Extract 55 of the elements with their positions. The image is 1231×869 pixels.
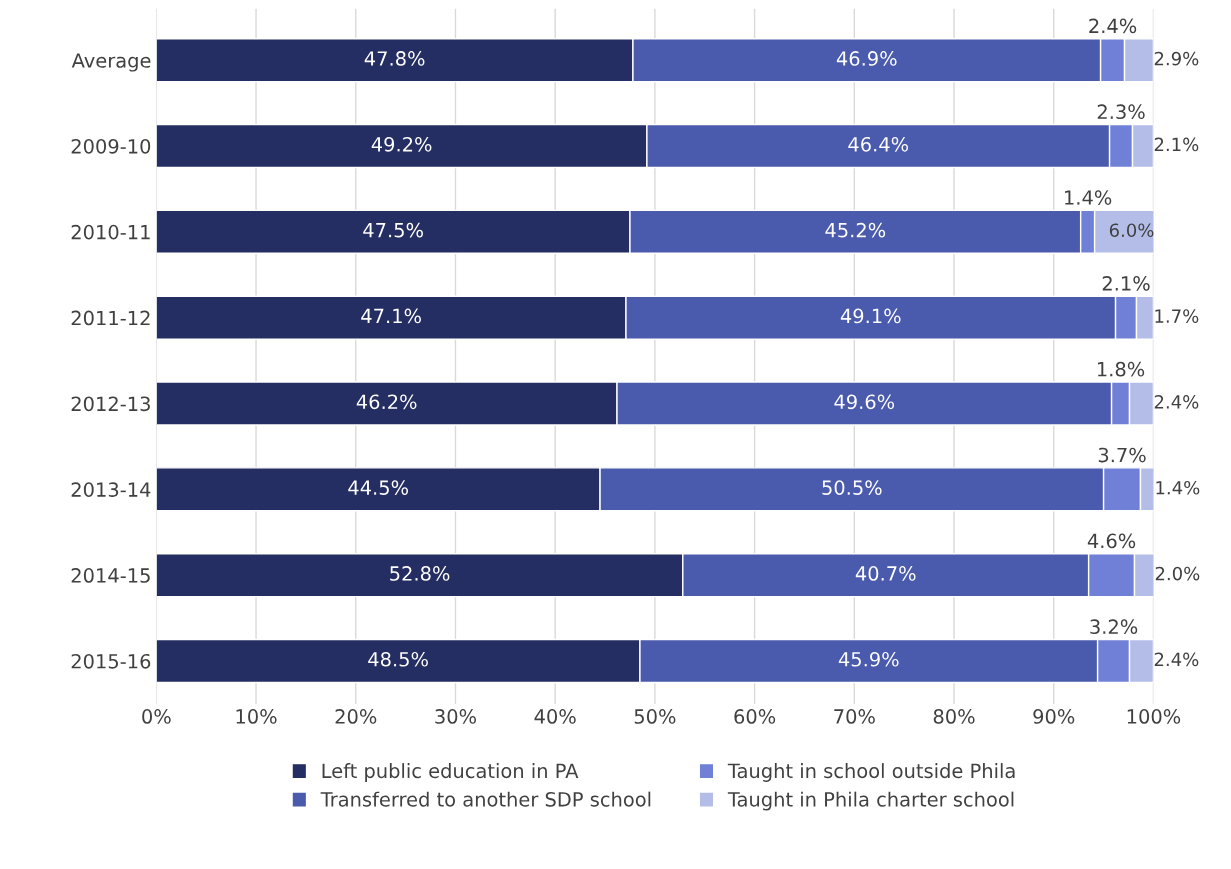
y-tick-label: 2009-10 [71, 138, 151, 154]
data-label: 52.8% [390, 566, 450, 581]
data-label: 1.8% [1097, 361, 1145, 377]
y-tick-label: 2014-15 [71, 568, 150, 583]
x-tick-label: 60% [734, 709, 776, 724]
y-tick-label: 2010-11 [71, 224, 150, 240]
data-label: 1.4% [1065, 190, 1112, 205]
x-tick-label: 80% [933, 709, 975, 724]
data-label: 3.7% [1098, 447, 1146, 463]
data-label: 3.2% [1090, 619, 1138, 635]
legend-label: Taught in school outside Phila [727, 763, 1015, 782]
x-tick-label: 50% [634, 709, 676, 724]
data-label: 2.4% [1089, 18, 1137, 34]
x-tick-label: 90% [1033, 709, 1075, 724]
data-label: 2.9% [1154, 51, 1199, 66]
x-tick-label: 20% [335, 709, 377, 724]
data-label: 2.1% [1102, 276, 1150, 291]
y-tick-label: Average [71, 53, 151, 72]
x-tick-label: 0% [142, 709, 171, 724]
data-label: 6.0% [1109, 223, 1154, 238]
data-label: 2.4% [1154, 652, 1199, 667]
legend-label: Transferred to another SDP school [320, 791, 651, 807]
data-label: 40.7% [855, 566, 916, 581]
data-label: 2.3% [1097, 104, 1145, 120]
x-tick-label: 10% [236, 709, 277, 724]
y-tick-label: 2015-16 [71, 653, 151, 669]
x-tick-label: 70% [834, 709, 875, 724]
legend-label: Left public education in PA [322, 763, 579, 782]
data-label: 2.4% [1154, 395, 1199, 409]
y-tick-label: 2011-12 [71, 310, 150, 326]
data-label: 50.5% [822, 480, 882, 495]
data-label: 47.5% [363, 222, 423, 238]
legend-label: Taught in Phila charter school [727, 791, 1014, 811]
data-label: 48.5% [368, 651, 428, 667]
y-tick-label: 2013-14 [71, 482, 151, 497]
data-label: 45.2% [825, 222, 886, 238]
data-label: 46.4% [848, 136, 909, 152]
data-label: 49.2% [371, 136, 432, 152]
data-label: 46.9% [836, 51, 897, 66]
data-label: 49.6% [834, 394, 895, 410]
x-tick-label: 30% [435, 709, 477, 724]
y-tick-label: 2012-13 [71, 396, 150, 412]
x-tick-label: 100% [1127, 709, 1181, 724]
data-label: 2.1% [1154, 137, 1199, 152]
data-label: 45.9% [838, 651, 899, 667]
data-label: 46.2% [356, 394, 417, 410]
data-label: 49.1% [840, 308, 901, 324]
data-label: 1.4% [1156, 480, 1200, 495]
x-tick-label: 40% [534, 709, 576, 724]
data-label: 4.6% [1087, 533, 1136, 549]
data-label: 1.7% [1155, 309, 1199, 323]
data-label: 47.8% [364, 51, 425, 66]
data-label: 47.1% [361, 308, 421, 324]
data-label: 2.0% [1155, 566, 1200, 581]
data-label: 44.5% [348, 480, 409, 495]
